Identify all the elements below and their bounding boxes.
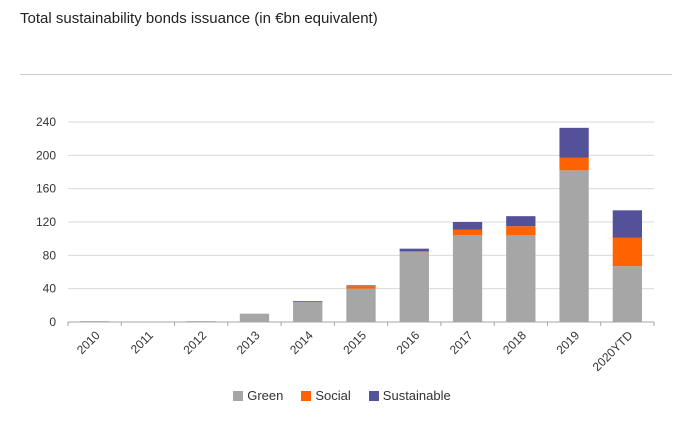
y-tick-label: 160 <box>36 182 56 196</box>
x-tick-label: 2018 <box>500 328 529 357</box>
legend-label-social: Social <box>315 388 351 403</box>
bar-green-2010 <box>79 321 110 322</box>
legend-item-sustainable: Sustainable <box>368 388 451 403</box>
bar-sustainable-2016 <box>399 248 429 252</box>
legend-label-sustainable: Sustainable <box>382 388 451 403</box>
bar-social-2018 <box>506 226 536 236</box>
bar-green-2017 <box>452 235 483 322</box>
x-tick-label: 2011 <box>128 328 156 356</box>
y-tick-label: 240 <box>36 115 56 129</box>
bar-social-2016 <box>399 251 429 252</box>
bar-green-2012 <box>186 321 216 322</box>
bar-sustainable-2018 <box>506 216 536 227</box>
y-tick-label: 40 <box>43 282 57 296</box>
x-tick-label: 2020YTD <box>590 328 636 374</box>
y-tick-label: 0 <box>49 315 56 329</box>
legend: Green Social Sustainable <box>0 388 684 403</box>
bar-sustainable-2019 <box>559 127 589 158</box>
bar-chart: 0 40 80 120 160 200 240 2010 2011 2012 2013 2014 201… <box>36 115 655 374</box>
bar-sustainable-2017 <box>452 222 483 230</box>
legend-swatch-sustainable <box>368 390 379 401</box>
chart-title: Total sustainability bonds issuance (in … <box>20 10 378 27</box>
bar-green-2015 <box>346 288 376 322</box>
title-divider <box>20 74 672 75</box>
legend-item-green: Green <box>233 388 283 403</box>
x-tick-label: 2017 <box>447 328 476 357</box>
x-tick-label: 2010 <box>74 328 103 357</box>
bar-green-2020ytd <box>612 266 643 322</box>
x-tick-label: 2015 <box>340 328 369 357</box>
bar-green-2011 <box>133 321 163 323</box>
x-tick-label: 2013 <box>234 328 263 357</box>
bar-green-2016 <box>399 252 429 322</box>
legend-swatch-green <box>233 390 244 401</box>
x-tick-label: 2012 <box>181 328 210 357</box>
y-tick-label: 80 <box>43 248 57 262</box>
bar-green-2019 <box>559 170 589 322</box>
bar-social-2015 <box>346 286 376 289</box>
bar-green-2013 <box>239 313 270 322</box>
x-tick-label: 2016 <box>394 328 423 357</box>
legend-label-green: Green <box>247 388 284 403</box>
y-tick-label: 120 <box>36 215 56 229</box>
bar-sustainable-2015 <box>346 285 376 287</box>
x-tick-label: 2019 <box>553 328 582 357</box>
y-tick-label: 200 <box>36 148 56 162</box>
legend-item-social: Social <box>301 388 351 403</box>
bar-green-2018 <box>506 235 536 322</box>
x-tick-label: 2014 <box>287 328 316 357</box>
bar-green-2014 <box>293 302 323 322</box>
legend-swatch-social <box>301 390 312 401</box>
bar-social-2019 <box>559 157 589 171</box>
bar-sustainable-2020ytd <box>612 210 643 238</box>
bar-social-2017 <box>452 229 483 236</box>
bar-sustainable-2014 <box>293 301 323 302</box>
bar-social-2020ytd <box>612 237 643 267</box>
